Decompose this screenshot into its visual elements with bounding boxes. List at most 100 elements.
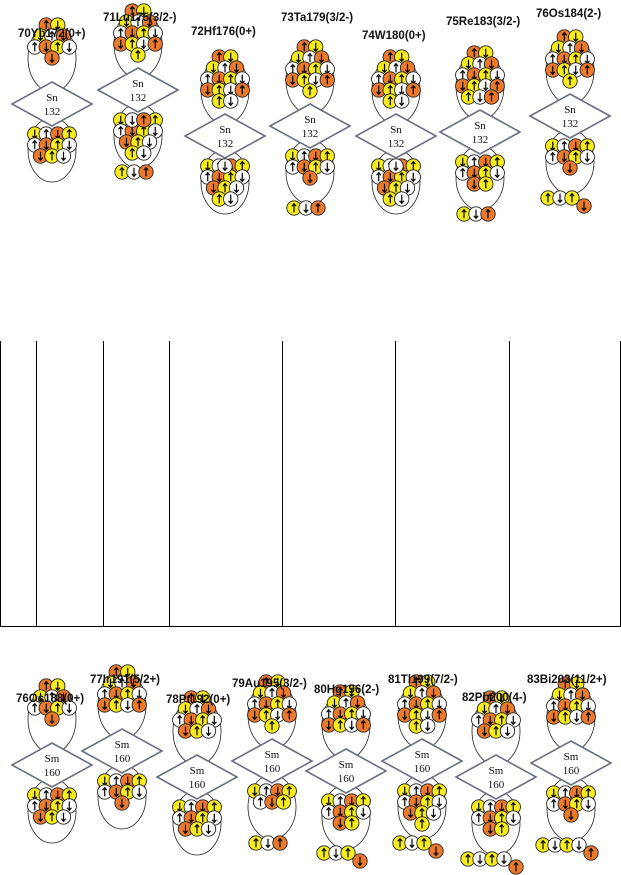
core-mass-text: 160 <box>114 753 131 765</box>
spin-up-nucleon <box>27 700 43 716</box>
spin-down-nucleon <box>344 717 360 733</box>
spin-up-nucleon <box>466 45 482 61</box>
spin-up-nucleon <box>382 93 398 109</box>
spin-up-nucleon <box>471 810 487 826</box>
table-column-line <box>509 341 510 627</box>
spin-up-nucleon <box>120 784 136 800</box>
nucleus-diagram: Sn 132 75Re183(3/2-) <box>0 0 621 225</box>
spin-up-nucleon <box>579 62 595 78</box>
spin-down-nucleon <box>38 798 54 814</box>
spin-down-nucleon <box>328 845 344 861</box>
nucleus-label: 72Hf176(0+) <box>191 26 256 38</box>
core-diamond <box>10 81 94 127</box>
spin-up-nucleon <box>50 39 66 55</box>
spin-down-nucleon <box>55 689 72 705</box>
spin-down-nucleon <box>569 676 585 692</box>
spin-up-nucleon <box>568 149 584 165</box>
spin-up-nucleon <box>455 165 471 181</box>
nucleon-cluster: Sn 132 <box>528 29 612 214</box>
nucleon-cluster: Sm 160 <box>155 690 239 856</box>
nucleus-label: 74W180(0+) <box>362 30 426 42</box>
core-diamond <box>454 754 538 800</box>
spin-up-nucleon <box>316 845 332 861</box>
core-mass-text: 160 <box>44 767 61 779</box>
spin-up-nucleon <box>27 39 43 55</box>
spin-up-nucleon <box>340 845 356 861</box>
spin-down-nucleon <box>563 807 579 823</box>
nucleus-diagram: Sm 160 76Os188(0+) <box>0 650 621 871</box>
spin-down-nucleon <box>478 45 494 61</box>
core-mass-text: 132 <box>562 118 579 130</box>
spin-down-nucleon <box>234 71 250 87</box>
table-column-line <box>36 341 37 627</box>
spin-up-nucleon <box>431 707 447 723</box>
core-element-text: Sm <box>45 753 60 765</box>
core-element-text: Sn <box>390 124 402 136</box>
spin-down-nucleon <box>579 51 595 67</box>
spin-up-nucleon <box>248 835 264 851</box>
core-mass-text: 160 <box>488 779 505 791</box>
spin-up-nucleon <box>285 61 301 77</box>
spin-down-nucleon <box>136 145 152 161</box>
spin-up-nucleon <box>494 821 510 837</box>
core-element-text: Sm <box>265 749 280 761</box>
bottom-row-sm160-core: Sm 160 76Os188(0+) Sm 160 77Ir191(5/2+) Sm 160 7… <box>0 650 621 875</box>
nucleus-label: 73Ta179(3/2-) <box>281 12 354 24</box>
spin-down-nucleon <box>505 810 521 826</box>
nucleon-cluster: Sm 160 <box>10 678 94 844</box>
spin-down-nucleon <box>425 685 442 701</box>
nucleus-diagram: Sm 160 82Pb200(4-) <box>0 650 621 875</box>
nucleus-diagram: Sn 132 76Os184(2-) <box>0 0 621 225</box>
spin-down-nucleon <box>552 190 568 206</box>
nucleus-diagram: Sn 132 74W180(0+) <box>0 0 621 225</box>
spin-down-nucleon <box>425 805 442 821</box>
nucleus-label: 71Lu175(3/2-) <box>103 12 177 24</box>
nucleus-diagram: Sn 132 72Hf176(0+) <box>0 0 621 225</box>
spin-down-nucleon <box>499 723 516 739</box>
nucleon-cluster: Sn 132 <box>438 45 522 222</box>
nucleon-cluster: Sm 160 <box>529 676 613 861</box>
spin-down-nucleon <box>476 723 493 739</box>
spin-down-nucleon <box>285 72 301 88</box>
spin-down-nucleon <box>183 810 199 826</box>
spin-up-nucleon <box>310 200 326 216</box>
spin-up-nucleon <box>130 47 146 63</box>
core-element-text: Sn <box>219 124 231 136</box>
nucleon-cluster: Sm 160 <box>304 684 388 869</box>
nucleus-diagram: Sm 160 81Tl199(7/2-) <box>0 650 621 871</box>
core-diamond <box>10 742 94 788</box>
spin-down-nucleon <box>371 82 387 98</box>
core-element-text: Sn <box>564 104 576 116</box>
spin-up-nucleon <box>50 798 66 814</box>
table-column-line <box>0 341 1 627</box>
core-mass-text: 132 <box>217 138 234 150</box>
spin-up-nucleon <box>488 723 504 739</box>
spin-up-nucleon <box>319 72 335 88</box>
core-mass-text: 160 <box>189 779 206 791</box>
core-element-text: Sm <box>564 751 579 763</box>
spin-down-nucleon <box>50 787 66 803</box>
core-diamond <box>268 103 352 149</box>
spin-up-nucleon <box>535 837 551 853</box>
spin-up-nucleon <box>564 190 580 206</box>
core-element-text: Sn <box>304 114 316 126</box>
spin-down-nucleon <box>332 706 348 722</box>
spin-down-nucleon <box>302 170 318 186</box>
spin-up-nucleon <box>200 169 216 185</box>
core-mass-text: 132 <box>388 138 405 150</box>
core-element-text: Sm <box>339 759 354 771</box>
spin-up-nucleon <box>546 698 562 714</box>
spin-down-nucleon <box>388 158 404 174</box>
core-element-text: Sm <box>115 739 130 751</box>
spin-down-nucleon <box>576 198 592 214</box>
nucleus-label: 77Ir191(5/2+) <box>90 674 161 686</box>
spin-down-nucleon <box>494 690 510 706</box>
spin-up-nucleon <box>562 73 578 89</box>
table-column-line <box>282 341 283 627</box>
core-element-text: Sn <box>46 92 58 104</box>
nucleus-diagram: Sn 132 73Ta179(3/2-) <box>0 0 621 225</box>
spin-down-nucleon <box>195 690 211 706</box>
spin-up-nucleon <box>344 706 360 722</box>
spin-up-nucleon <box>371 169 387 185</box>
